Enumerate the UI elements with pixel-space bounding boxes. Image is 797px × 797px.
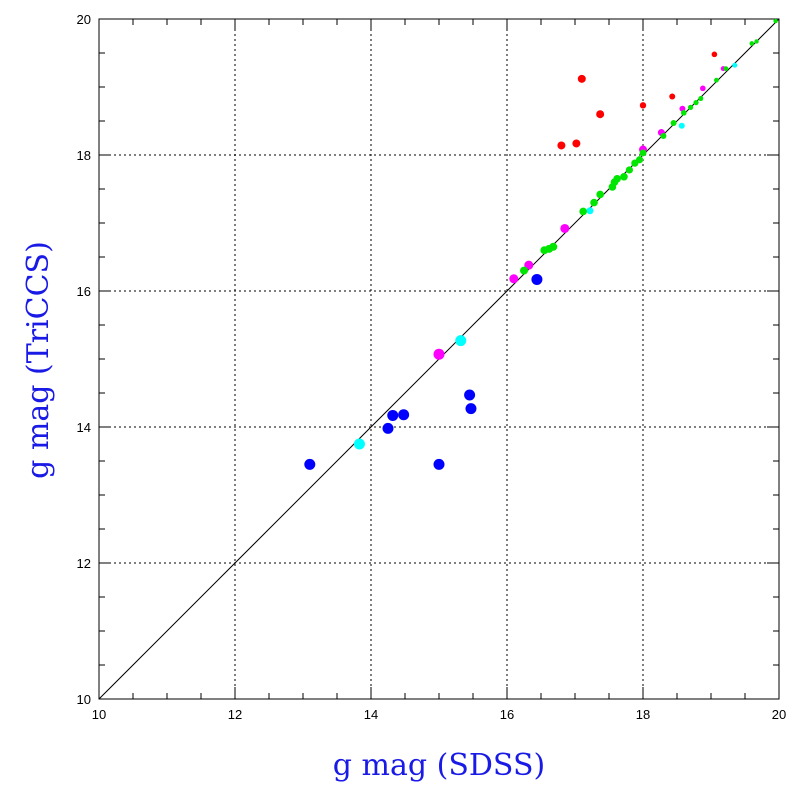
y-tick-label: 14 — [77, 420, 91, 435]
data-point — [577, 74, 586, 83]
data-point — [688, 104, 694, 110]
x-tick-label: 20 — [772, 707, 786, 722]
data-point — [639, 102, 647, 109]
data-point — [711, 51, 718, 58]
data-point — [613, 175, 621, 183]
data-point — [681, 110, 687, 116]
data-point — [353, 438, 365, 450]
data-point — [572, 139, 581, 148]
data-point — [557, 141, 566, 150]
data-point — [625, 166, 634, 174]
data-point — [465, 403, 477, 415]
y-tick-label: 16 — [77, 284, 91, 299]
data-point — [464, 389, 476, 401]
data-point — [639, 149, 647, 157]
data-point — [596, 110, 605, 119]
y-tick-labels: 10 12 14 16 18 20 — [77, 12, 91, 707]
x-tick-label: 14 — [364, 707, 378, 722]
data-point — [433, 348, 445, 360]
data-point — [387, 409, 399, 421]
plot-frame — [98, 18, 780, 700]
data-point — [636, 156, 644, 164]
data-point — [382, 422, 394, 434]
data-point — [549, 242, 558, 251]
data-point — [670, 120, 677, 127]
data-point — [509, 274, 519, 284]
data-point — [433, 458, 445, 470]
data-point — [520, 266, 528, 275]
data-point — [455, 335, 467, 347]
x-tick-label: 18 — [636, 707, 650, 722]
y-tick-label: 20 — [77, 12, 91, 27]
y-axis-label: g mag (TriCCS) — [21, 241, 56, 479]
data-point — [586, 207, 594, 215]
data-point — [698, 96, 704, 102]
data-point — [620, 172, 628, 181]
data-point — [398, 409, 410, 421]
x-tick-labels: 10 12 14 16 18 20 — [92, 707, 786, 722]
data-point — [596, 190, 604, 199]
x-tick-label: 10 — [92, 707, 106, 722]
data-point — [700, 85, 706, 92]
data-point — [693, 100, 699, 106]
data-point — [714, 77, 719, 83]
data-point — [304, 458, 316, 470]
data-point — [773, 18, 778, 24]
data-points — [304, 18, 778, 470]
x-axis-label: g mag (SDSS) — [333, 748, 545, 783]
y-tick-label: 18 — [77, 148, 91, 163]
data-point — [723, 66, 729, 72]
data-point — [531, 273, 543, 285]
data-point — [669, 93, 676, 100]
data-point — [660, 132, 667, 139]
y-tick-label: 12 — [77, 556, 91, 571]
data-point — [754, 39, 759, 44]
data-point — [590, 198, 598, 207]
data-point — [749, 41, 755, 46]
y-tick-label: 10 — [77, 692, 91, 707]
data-point — [732, 62, 738, 68]
x-tick-label: 16 — [500, 707, 514, 722]
data-point — [560, 223, 570, 233]
data-point — [524, 260, 534, 270]
data-point — [678, 122, 685, 129]
grid-lines — [99, 19, 779, 699]
x-tick-label: 12 — [228, 707, 242, 722]
data-point — [579, 207, 587, 216]
